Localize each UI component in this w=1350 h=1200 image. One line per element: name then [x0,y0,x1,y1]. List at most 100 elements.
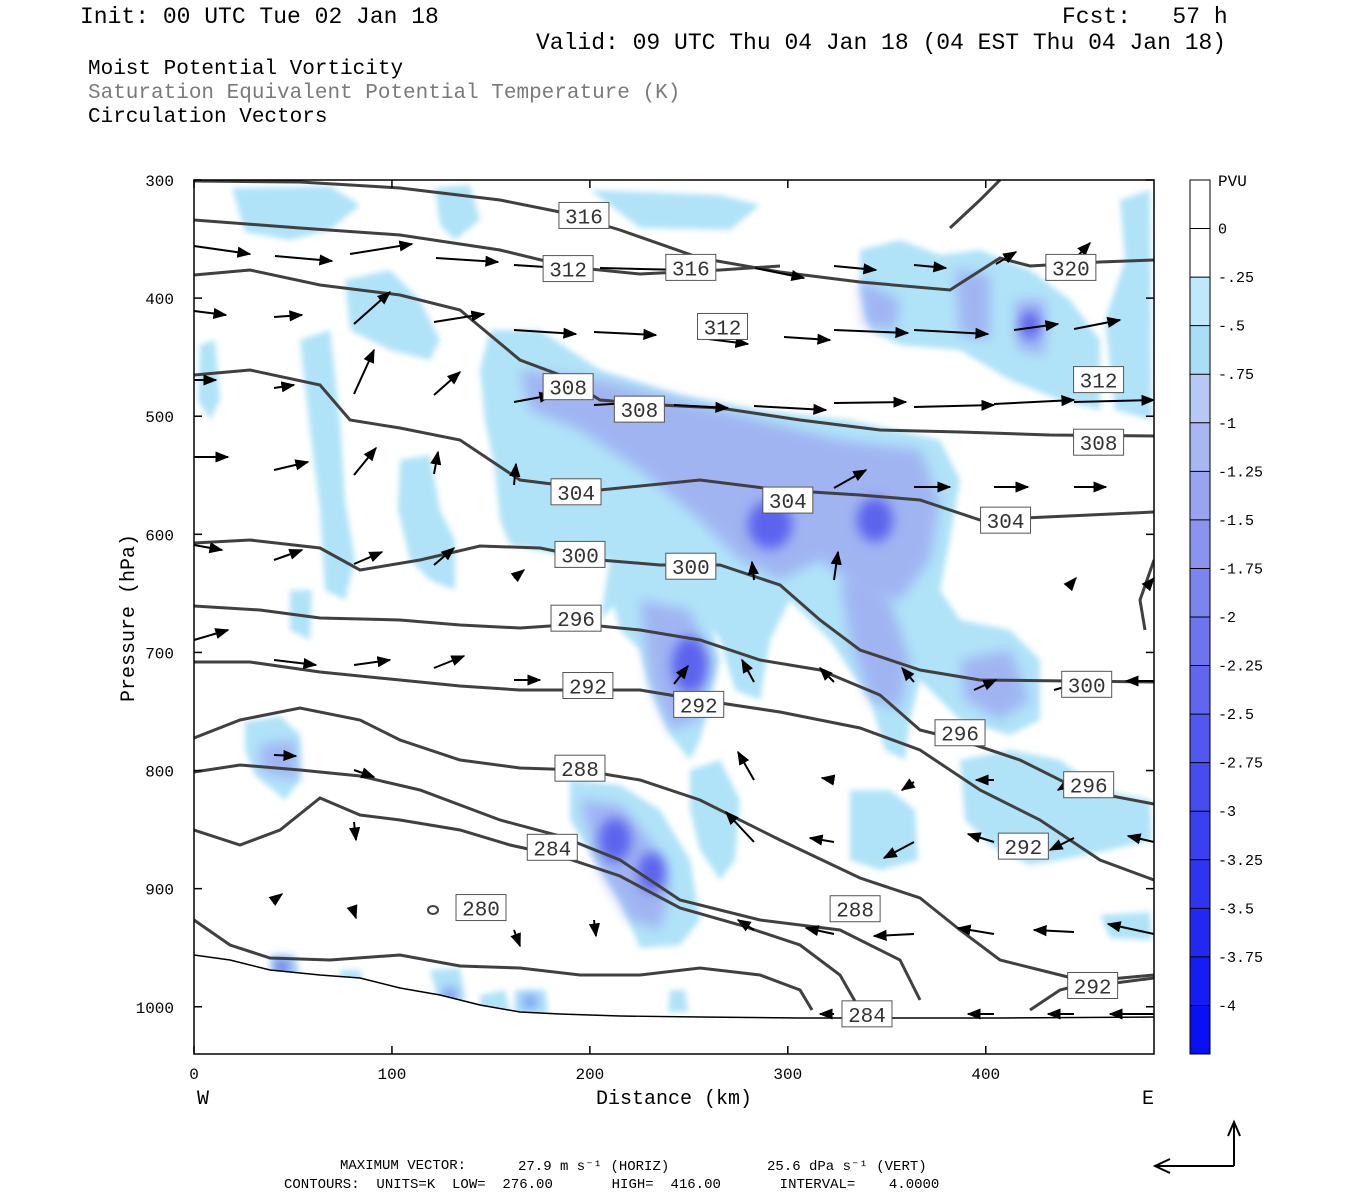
contour-label: 284 [841,1000,893,1029]
colorbar-label: -.5 [1218,319,1245,336]
contour-label: 316 [558,201,610,230]
contour-label: 300 [1061,670,1113,699]
colorbar-segment [1190,568,1210,618]
colorbar-segment [1190,811,1210,861]
y-axis: 300 400 500 600 700 800 900 1000 [136,173,1154,1018]
contour-label-text: 296 [941,725,979,748]
max-vector-vert: 25.6 dPa s⁻¹ (VERT) [767,1159,927,1175]
pv-shading [194,185,1154,1054]
colorbar-label: -1 [1218,416,1236,433]
colorbar-segment [1190,714,1210,764]
field-title-pv: Moist Potential Vorticity [88,58,404,81]
contour-label: 308 [613,395,665,424]
colorbar-label: -3.5 [1218,901,1254,918]
contour-label-text: 292 [569,678,607,701]
reference-vector-icon [1152,1119,1241,1174]
colorbar-label: -2.25 [1218,659,1263,676]
contour-label-text: 312 [1080,372,1118,395]
colorbar-label: -1.5 [1218,513,1254,530]
contour-label-text: 292 [1004,838,1042,861]
contour-label-text: 288 [561,760,599,783]
contour-label: 316 [665,253,717,282]
x-axis-east: E [1142,1088,1154,1111]
x-axis-west: W [197,1088,209,1111]
contour-label: 284 [526,833,578,862]
contour-label: 308 [1073,428,1125,457]
contour-label: 304 [550,478,602,507]
contour-label: 280 [455,894,507,923]
contour-label-text: 308 [620,401,658,424]
colorbar-label: -1.75 [1218,561,1263,578]
contour-label-text: 300 [672,558,710,581]
contour-label-text: 308 [549,379,587,402]
contour-label-text: 300 [1068,676,1106,699]
contour-label: 320 [1045,253,1097,282]
contour-label: 288 [829,895,881,924]
max-vector-label: MAXIMUM VECTOR: [340,1158,467,1174]
y-tick-label: 900 [145,882,174,900]
colorbar-label: -3 [1218,804,1236,821]
contour-label: 312 [1073,366,1125,395]
contour-label-text: 284 [533,839,571,862]
contour-label-text: 316 [672,259,710,282]
colorbar-segment [1190,665,1210,715]
colorbar-segment [1190,277,1210,327]
max-vector-horiz: 27.9 m s⁻¹ (HORIZ) [518,1159,670,1175]
field-title-theta: Saturation Equivalent Potential Temperat… [88,82,681,105]
contour-label-text: 292 [1074,977,1112,1000]
contour-label: 312 [696,312,748,341]
colorbar-segment [1190,762,1210,812]
small-contour-280 [427,905,439,915]
contour-label-text: 280 [462,900,500,923]
init-time: Init: 00 UTC Tue 02 Jan 18 [80,4,439,30]
y-tick-label: 500 [145,409,174,427]
y-axis-title: Pressure (hPa) [118,534,141,702]
x-tick-label: 300 [773,1066,802,1084]
colorbar-segment [1190,519,1210,569]
x-tick-label: 0 [189,1066,199,1084]
colorbar-title: PVU [1218,173,1247,191]
y-tick-label: 600 [145,527,174,545]
contour-label: 296 [1063,771,1115,800]
colorbar-segment [1190,374,1210,424]
contour-label: 292 [673,690,725,719]
colorbar-label: -2 [1218,610,1236,627]
x-axis-title: Distance (km) [596,1088,752,1111]
colorbar-segment [1190,228,1210,278]
colorbar-label: -2.75 [1218,756,1263,773]
contour-label: 292 [997,832,1049,861]
y-tick-label: 800 [145,764,174,782]
forecast-hour: Fcst: 57 h [1062,4,1228,30]
contour-label: 312 [542,255,594,284]
colorbar-segment [1190,1005,1210,1055]
contour-label: 300 [554,540,606,569]
x-tick-label: 100 [378,1066,407,1084]
colorbar-segment [1190,956,1210,1006]
contour-label-text: 312 [549,261,587,284]
contour-label-text: 300 [561,546,599,569]
contour-labels: 316 312 316 320 312 312 308 308 308 304 304 304 300 3… [455,201,1125,1029]
y-tick-label: 400 [145,291,174,309]
contour-label: 304 [762,486,814,515]
colorbar-segment [1190,422,1210,472]
contour-label-text: 292 [680,696,718,719]
x-tick-label: 200 [575,1066,604,1084]
contour-label-text: 304 [557,484,595,507]
contour-label-text: 288 [836,901,874,924]
x-axis: 0 100 200 300 400 [189,180,1000,1084]
contour-label-text: 304 [987,512,1025,535]
colorbar-segment [1190,617,1210,667]
y-tick-label: 1000 [136,1000,174,1018]
field-title-vectors: Circulation Vectors [88,106,328,129]
contour-label-text: 296 [557,610,595,633]
colorbar-segment [1190,325,1210,375]
x-tick-label: 400 [971,1066,1000,1084]
colorbar-label: -1.25 [1218,464,1263,481]
contour-label-text: 312 [704,318,742,341]
contour-label-text: 316 [565,207,603,230]
colorbar-label: -3.25 [1218,853,1263,870]
colorbar-label: 0 [1218,222,1227,239]
circulation-vectors [193,240,1156,1020]
colorbar-segment [1190,471,1210,521]
